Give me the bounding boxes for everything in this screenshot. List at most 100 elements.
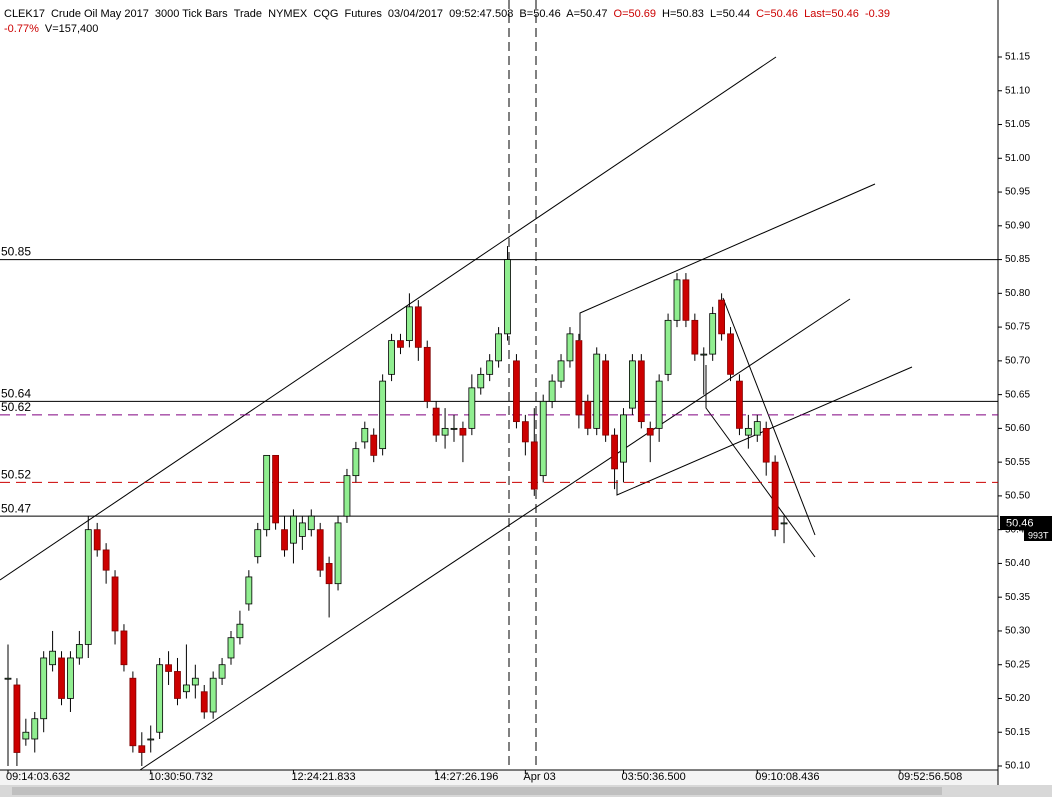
price-tag [1000, 516, 1052, 530]
candle-body [753, 421, 761, 436]
y-tick-label: 50.55 [1005, 457, 1030, 468]
y-tick-label: 50.80 [1005, 288, 1030, 299]
header-field: -0.77% [4, 23, 39, 35]
trend-line[interactable] [616, 366, 913, 496]
y-tick-label: 50.65 [1005, 389, 1030, 400]
trend-line[interactable] [0, 56, 777, 581]
y-tick-label: 50.85 [1005, 254, 1030, 265]
y-tick-label: 50.30 [1005, 626, 1030, 637]
candle-body [530, 441, 538, 490]
header-field: Crude Oil May 2017 3000 Tick Bars [50, 8, 228, 20]
trend-line[interactable] [139, 298, 851, 771]
y-tick-label: 50.95 [1005, 187, 1030, 198]
candle-body [539, 400, 547, 477]
candle-body [174, 671, 181, 699]
candle-body [370, 434, 378, 456]
y-tick-label: 50.40 [1005, 558, 1030, 569]
candle-body [102, 549, 110, 571]
candle-body [4, 677, 12, 680]
candle-body [504, 259, 511, 335]
candle-body [780, 522, 788, 525]
candle-body [584, 400, 592, 429]
candle-body [236, 623, 244, 639]
header-field: H=50.83 L=50.44 [662, 8, 751, 20]
candle-body [245, 576, 253, 605]
candle-body [182, 684, 190, 693]
trend-line[interactable] [579, 183, 876, 340]
candle-body [682, 279, 690, 321]
candle-body [664, 319, 672, 375]
candle-body [477, 373, 485, 389]
candle-body [744, 427, 752, 436]
candle-body [325, 563, 333, 585]
x-tick-label: 09:14:03.632 [6, 771, 70, 783]
candle-body [629, 360, 636, 409]
scrollbar-thumb[interactable] [12, 787, 942, 795]
candle-body [486, 360, 494, 375]
x-tick-label: 10:30:50.732 [149, 771, 213, 783]
candle-body [129, 677, 137, 747]
y-tick-label: 50.50 [1005, 491, 1030, 502]
price-level-label: 50.85 [1, 245, 31, 259]
candle-body [557, 360, 565, 382]
candle-body [771, 461, 779, 531]
y-tick-label: 50.20 [1005, 693, 1030, 704]
time-axis-band [0, 770, 998, 785]
candle-body [459, 427, 467, 436]
y-tick-label: 50.35 [1005, 592, 1030, 603]
candle-body [120, 630, 128, 666]
candle-body [22, 731, 30, 740]
candle-body [156, 664, 164, 733]
candle-body [227, 637, 235, 659]
trend-line[interactable] [705, 365, 816, 558]
candle-body [254, 529, 262, 558]
candle-body [700, 353, 708, 356]
candle-body [727, 333, 734, 375]
candle-body [611, 434, 618, 470]
candle-body [450, 427, 458, 430]
candle-body [762, 427, 770, 463]
header-row: -0.77% V=157,400 [4, 23, 98, 35]
candle-body [388, 340, 395, 375]
candle-body [405, 306, 413, 342]
x-tick-label: 14:27:26.196 [434, 771, 498, 783]
price-level-label: 50.47 [1, 501, 31, 515]
ticks-left-tag [1024, 530, 1052, 541]
x-tick-label: 09:52:56.508 [898, 771, 962, 783]
candle-body [111, 576, 119, 632]
candle-body [93, 529, 101, 551]
candle-body [620, 414, 627, 463]
y-tick-label: 50.45 [1005, 524, 1030, 535]
header-field: CLEK17 [4, 8, 45, 20]
y-tick-label: 50.25 [1005, 659, 1030, 670]
y-tick-label: 50.90 [1005, 220, 1030, 231]
price-level-label: 50.62 [1, 400, 31, 414]
trend-lines [0, 56, 913, 771]
candle-body [84, 529, 92, 645]
y-tick-label: 50.75 [1005, 322, 1030, 333]
candle-body [655, 380, 663, 429]
candle-body [290, 515, 297, 544]
candle-body [441, 427, 449, 436]
x-tick-label: 09:10:08.436 [755, 771, 819, 783]
trend-line[interactable] [722, 297, 816, 536]
candle-body [495, 333, 503, 362]
candle-body [352, 448, 360, 477]
candle-body [200, 691, 208, 713]
candle-body [218, 664, 226, 679]
candle-body [209, 677, 217, 713]
header-row: CLEK17 Crude Oil May 2017 3000 Tick Bars T… [4, 8, 890, 20]
y-tick-label: 50.70 [1005, 355, 1030, 366]
candle-body [646, 427, 654, 436]
header-field: Trade NYMEX CQG Futures 03/04/2017 09:52… [233, 8, 608, 20]
candle-body [343, 475, 351, 517]
candle-body [13, 684, 21, 753]
candle-body [263, 454, 271, 531]
candle-body [298, 522, 306, 537]
candle-body [49, 650, 56, 666]
price-tag-text: 50.46 [1006, 517, 1034, 529]
y-tick-label: 51.15 [1005, 52, 1030, 63]
